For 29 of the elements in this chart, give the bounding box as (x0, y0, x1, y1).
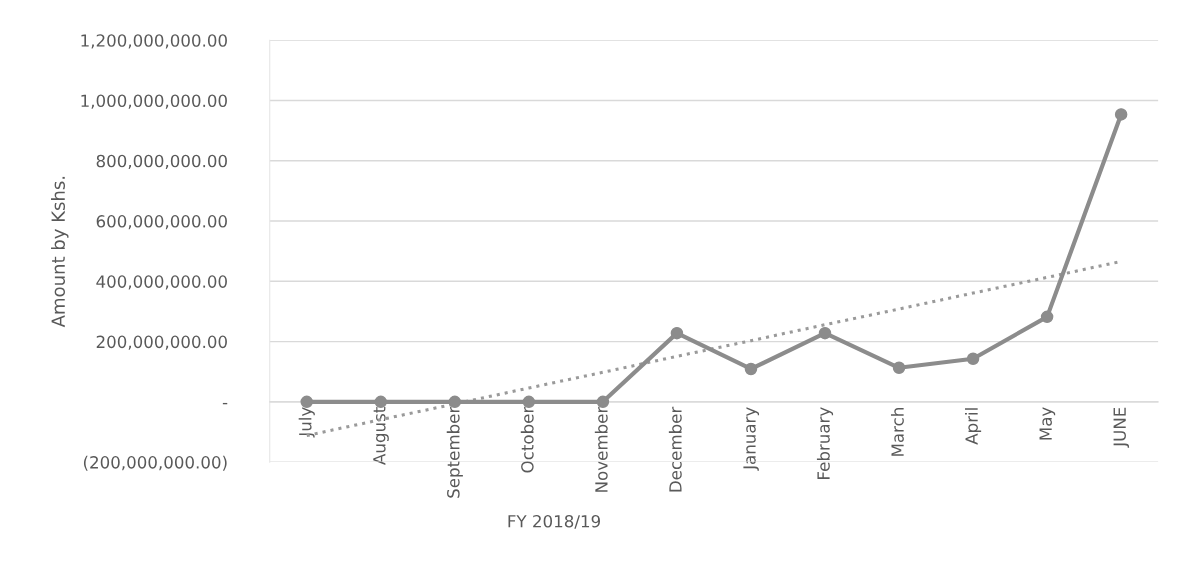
x-tick-label: January (743, 407, 760, 471)
y-tick-label: - (222, 402, 228, 405)
y-tick-label: 400,000,000.00 (96, 275, 227, 290)
y-tick-label: 200,000,000.00 (96, 335, 227, 350)
x-tick-label: July (298, 407, 315, 438)
point (1114, 108, 1128, 121)
x-tick-label: May (1039, 407, 1056, 440)
x-tick-label: October (520, 406, 534, 473)
x-tick-label: February (816, 407, 834, 479)
x-tick-label: March (890, 408, 904, 456)
y-axis-title: Amount by Kshs. (51, 176, 69, 328)
y-tick-label: 800,000,000.00 (96, 154, 227, 170)
x-tick-label: November (594, 406, 608, 492)
x-tick-label: September (446, 406, 463, 498)
y-tick-label: 1,200,000,000.00 (81, 34, 227, 49)
point (744, 362, 758, 376)
x-tick-label: August (373, 407, 389, 465)
point (892, 361, 906, 375)
x-tick-label: JUNE (1113, 407, 1130, 448)
x-tick-label: April (965, 408, 982, 445)
point (818, 326, 832, 340)
x-axis-title: FY 2018/19 (508, 514, 600, 529)
y-tick-label: 1,000,000,000.00 (81, 94, 227, 109)
y-tick-label: (200,000,000.00) (83, 455, 227, 471)
y-tick-label: 600,000,000.00 (96, 215, 227, 230)
point (1040, 310, 1054, 324)
x-tick-label: December (668, 406, 682, 492)
point (670, 326, 684, 340)
point (966, 352, 980, 366)
